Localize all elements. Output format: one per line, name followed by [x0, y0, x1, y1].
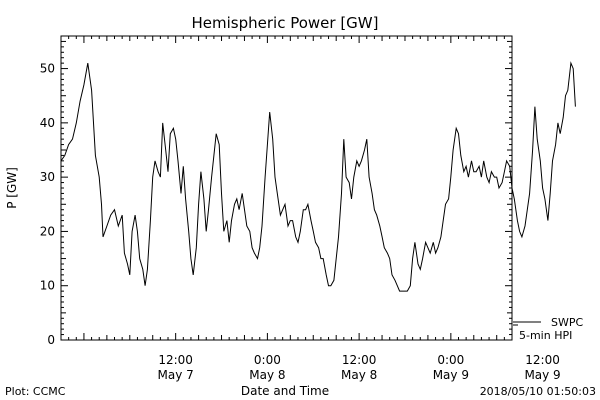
x-tick-date-label: May 9	[524, 368, 560, 382]
legend-hpi-label: 5-min HPI	[519, 329, 572, 342]
y-axis: 0 10 20 30 40 50	[40, 35, 512, 347]
y-tick-label: 0	[47, 333, 55, 347]
x-tick-date-label: May 8	[341, 368, 377, 382]
y-tick-label: 50	[40, 62, 55, 76]
legend: SWPC 5-min HPI	[513, 316, 583, 342]
x-tick-time-label: 0:00	[437, 353, 464, 367]
x-tick-date-label: May 8	[249, 368, 285, 382]
footer-timestamp: 2018/05/10 01:50:03	[480, 385, 596, 398]
footer-credit: Plot: CCMC	[5, 385, 66, 398]
x-tick-time-label: 0:00	[254, 353, 281, 367]
hpi-series-line	[60, 61, 576, 292]
y-tick-label: 10	[40, 279, 55, 293]
y-tick-label: 40	[40, 116, 55, 130]
y-tick-label: 20	[40, 224, 55, 238]
x-axis-label: Date and Time	[241, 384, 329, 398]
x-tick-time-label: 12:00	[342, 353, 377, 367]
x-tick-time-label: 12:00	[525, 353, 560, 367]
y-tick-label: 30	[40, 170, 55, 184]
x-tick-date-label: May 7	[158, 368, 194, 382]
chart-title: Hemispheric Power [GW]	[192, 14, 379, 32]
x-tick-date-label: May 9	[433, 368, 469, 382]
legend-swpc-label: SWPC	[551, 316, 583, 329]
plot-frame	[60, 35, 513, 341]
x-tick-time-label: 12:00	[158, 353, 193, 367]
y-axis-label: P [GW]	[5, 167, 19, 209]
